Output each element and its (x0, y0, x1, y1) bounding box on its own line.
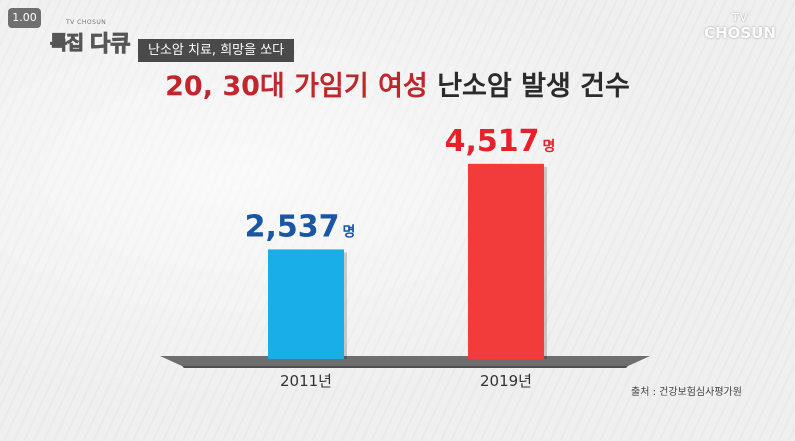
bar-1 (468, 163, 544, 359)
category-label-0: 2011년 (280, 372, 332, 390)
channel-logo: TV CHOSUN (698, 11, 782, 43)
category-label-1: 2019년 (480, 372, 532, 390)
chart-title: 20, 30대 가임기 여성 난소암 발생 건수 (0, 64, 795, 103)
playback-speed-badge[interactable]: 1.00 (8, 8, 41, 28)
chart-floor (160, 356, 650, 366)
bar-value-label-0: 2,537 명 (245, 209, 356, 244)
chart-floor-edge (182, 366, 628, 368)
show-logo-brand-1: 특집 (50, 32, 85, 55)
source-note: 출처 : 건강보험심사평가원 (631, 387, 742, 398)
chart-title-main: 난소암 발생 건수 (437, 71, 630, 102)
bar-value-label-1: 4,517 명 (445, 124, 556, 159)
channel-logo-line2: CHOSUN (704, 24, 776, 42)
show-logo: TV CHOSUN 특집 다큐 (50, 18, 134, 62)
show-logo-small-text: TV CHOSUN (66, 19, 107, 26)
channel-logo-line1: TV (731, 11, 749, 24)
program-tag: 난소암 치료, 희망을 쏘다 (138, 39, 295, 62)
chart-title-highlight: 20, 30대 가임기 여성 (165, 71, 428, 102)
bar-0 (268, 249, 344, 359)
show-logo-brand-2: 다큐 (89, 32, 131, 58)
